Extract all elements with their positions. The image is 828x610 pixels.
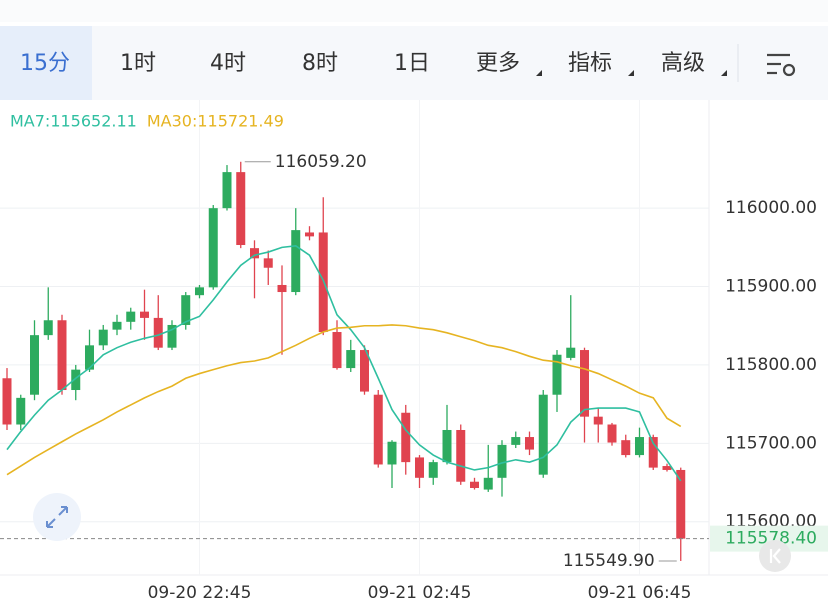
y-tick-label: 116000.00 — [725, 198, 817, 218]
candle-body — [580, 350, 589, 417]
candle-body — [387, 441, 397, 465]
ma-line — [6, 244, 682, 482]
candle-body — [456, 429, 466, 482]
candle-body — [360, 350, 369, 392]
candle-body — [415, 457, 424, 478]
candle-body — [676, 469, 686, 539]
candle-body — [222, 172, 232, 209]
last-price-label: 115578.40 — [725, 529, 817, 549]
candle-body — [607, 424, 617, 443]
candle-body — [112, 321, 122, 330]
candle-body — [346, 350, 356, 369]
candle-body — [43, 320, 53, 336]
dropdown-caret — [536, 70, 542, 76]
candle-body — [195, 287, 204, 296]
candle-body — [483, 477, 493, 490]
candle-body — [470, 481, 479, 488]
candle-body — [648, 437, 658, 468]
candle-body — [126, 311, 136, 322]
candle-body — [153, 317, 163, 348]
candle-body — [181, 295, 191, 325]
tab[interactable]: 1时 — [120, 51, 156, 76]
x-tick-label: 09-20 22:45 — [148, 583, 252, 603]
candle-body — [621, 440, 631, 456]
tab-bar — [0, 26, 828, 100]
candle-body — [250, 248, 259, 259]
ma-line — [6, 324, 682, 476]
tab[interactable]: 指标 — [568, 51, 612, 76]
high-marker-label: 116059.20 — [275, 152, 367, 172]
candle-body — [401, 412, 411, 463]
candle-body — [140, 311, 149, 318]
candle-body — [332, 332, 342, 369]
candle-body — [208, 208, 218, 288]
y-tick-label: 115900.00 — [725, 277, 817, 297]
candle-body — [566, 347, 576, 358]
candle-body — [291, 230, 301, 293]
candle-body — [662, 466, 672, 470]
candle-body — [236, 172, 246, 246]
dropdown-caret — [628, 70, 634, 76]
candle-body — [538, 394, 548, 475]
candle-body — [30, 335, 39, 395]
tab[interactable]: 8时 — [302, 51, 338, 76]
x-tick-label: 09-21 06:45 — [588, 583, 692, 603]
legend: MA7:115652.11 MA30:115721.49 — [10, 112, 284, 131]
legend-entry: MA7:115652.11 — [10, 112, 137, 131]
tab[interactable]: 4时 — [210, 51, 246, 76]
candle-body — [635, 437, 644, 456]
candle-body — [428, 462, 438, 478]
grid: 115600.00115700.00115800.00115900.001160… — [0, 100, 817, 603]
candle-body — [71, 369, 81, 391]
candle-body — [277, 284, 287, 293]
candle-body — [593, 416, 603, 425]
low-marker-label: 115549.90 — [563, 551, 655, 571]
tab[interactable]: 1日 — [394, 51, 430, 76]
candle-body — [305, 232, 314, 237]
settings-icon[interactable] — [767, 53, 796, 77]
active-tab-bg — [0, 26, 92, 100]
candle-body — [442, 429, 452, 463]
candle-body — [263, 258, 273, 268]
plot: 116059.20 115549.90 115578.40 — [0, 152, 828, 571]
x-tick-label: 09-21 02:45 — [368, 583, 472, 603]
tabs: 15分 1时 4时 8时 1日 更多 指标 高级 — [20, 51, 727, 76]
back-to-latest-button[interactable] — [759, 540, 791, 572]
candle-body — [98, 329, 108, 346]
y-tick-label: 115800.00 — [725, 355, 817, 375]
tab[interactable]: 更多 — [476, 51, 520, 76]
tab[interactable]: 15分 — [20, 51, 70, 76]
candle-body — [167, 324, 177, 348]
status-strip — [0, 0, 828, 22]
candle-body — [497, 444, 507, 478]
legend-entry: MA30:115721.49 — [147, 112, 284, 131]
candle-body — [85, 345, 94, 370]
expand-button[interactable] — [33, 493, 81, 541]
candle-body — [16, 397, 26, 425]
dropdown-caret — [721, 70, 727, 76]
candle-body — [2, 378, 12, 425]
candle-body — [525, 437, 534, 450]
candle-body — [552, 354, 562, 395]
candle-body — [57, 320, 67, 391]
tab[interactable]: 高级 — [661, 51, 705, 76]
candle-body — [511, 437, 521, 445]
y-tick-label: 115700.00 — [725, 433, 817, 453]
candle-body — [373, 394, 383, 465]
